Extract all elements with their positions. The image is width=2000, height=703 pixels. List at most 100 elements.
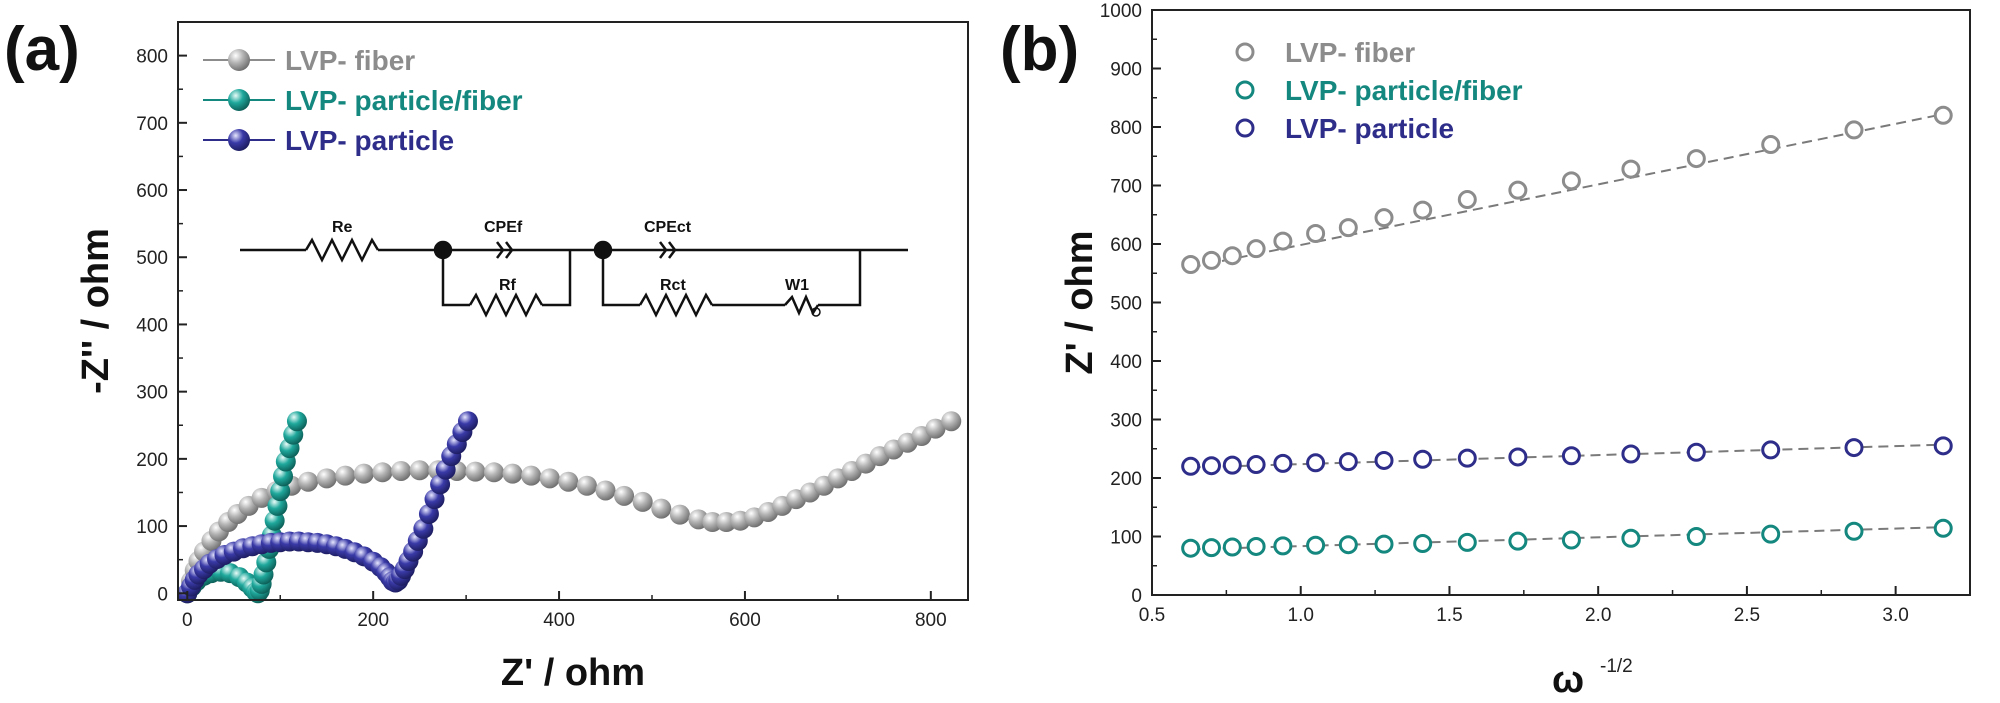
panel-b-data-point	[1222, 537, 1242, 557]
circuit-wire	[542, 250, 572, 307]
panel-b-plot-frame	[1151, 9, 1971, 596]
panel-b-data-point	[1413, 449, 1433, 469]
panel-b-data-point	[1933, 518, 1953, 538]
panel-b-y-tick-label: 400	[1110, 352, 1142, 373]
panel-b-series-fiber	[1181, 105, 1953, 274]
panel-a-data-point	[595, 480, 616, 501]
panel-a-y-tick-label: 200	[136, 450, 168, 471]
panel-b-legend-label: LVP- particle/fiber	[1285, 75, 1523, 106]
panel-a-y-tick-label: 700	[136, 114, 168, 135]
panel-b-data-point	[1222, 246, 1242, 266]
panel-a-data-point	[391, 460, 412, 481]
panel-b-data-point	[1374, 208, 1394, 228]
panel-b-legend-label: LVP- fiber	[1285, 37, 1415, 68]
circuit-wire	[441, 250, 470, 307]
panel-b-data-point	[1508, 531, 1528, 551]
panel-a-data-point	[702, 512, 723, 533]
panel-a-data-point	[502, 463, 523, 484]
panel-a-legend: LVP- fiber LVP- particle/fiber LVP- partic…	[203, 45, 523, 156]
panel-b-y-tick-label: 200	[1110, 469, 1142, 490]
panel-b-x-tick-label: 0.5	[1139, 605, 1165, 626]
panel-a-data-point	[632, 491, 653, 512]
panel-b-data-point	[1306, 535, 1326, 555]
panel-b-data-point	[1844, 521, 1864, 541]
panel-a-data-point	[465, 461, 486, 482]
circuit-wire	[601, 250, 640, 307]
panel-b-data-point	[1933, 436, 1953, 456]
panel-b-data-point	[1457, 532, 1477, 552]
panel-a-data-point	[270, 481, 291, 502]
panel-a-data-point	[576, 475, 597, 496]
panel-b-data-point	[1273, 536, 1293, 556]
panel-b-data-point	[1686, 442, 1706, 462]
circuit-label-cpect: CPEct	[644, 219, 692, 236]
panel-a-data-point	[614, 485, 635, 506]
circuit-label-w1: W1	[785, 277, 809, 294]
panel-b-data-point	[1561, 446, 1581, 466]
panel-b-x-axis-title-superscript: -1/2	[1600, 656, 1633, 677]
panel-a-legend-marker	[228, 49, 250, 71]
panel-b-series-particle_fiber	[1181, 518, 1953, 558]
circuit-label-rct: Rct	[660, 277, 686, 294]
panel-a-data-point	[651, 498, 672, 519]
panel-a-legend-label: LVP- fiber	[285, 45, 415, 76]
panel-b-data-point	[1181, 456, 1201, 476]
panel-a-label: (a)	[4, 15, 80, 84]
panel-b-data-point	[1338, 535, 1358, 555]
resistor-rct-symbol	[638, 292, 714, 318]
cpe-f-symbol	[505, 241, 514, 259]
panel-a-data-point	[264, 510, 285, 531]
panel-b-data-point	[1686, 527, 1706, 546]
panel-a-data-point	[484, 462, 504, 483]
panel-b-data-point	[1246, 536, 1266, 556]
panel-b-data-point	[1273, 453, 1293, 473]
panel-b-data-point	[1933, 105, 1953, 125]
panel-b-data-point	[1338, 452, 1358, 472]
panel-a-x-tick-label: 600	[729, 610, 761, 631]
panel-a-y-tick-label: 100	[136, 517, 168, 538]
panel-a-x-tick-label: 400	[543, 610, 575, 631]
panel-b-data-point	[1374, 450, 1394, 470]
panel-b-legend: LVP- fiber LVP- particle/fiber LVP- partic…	[1235, 37, 1523, 144]
panel-b-data-point	[1844, 438, 1864, 458]
panel-a-data-point	[273, 466, 294, 487]
panel-b-data-point	[1457, 448, 1477, 468]
panel-a-axes: 0 200 400 600 800 0 100 200 300 400 500 600 700 800 Z'…	[75, 21, 947, 694]
cpe-f-symbol	[496, 241, 505, 259]
cpe-ct-symbol	[659, 241, 668, 259]
panel-a-y-tick-label: 600	[136, 181, 168, 202]
panel-b-data-point	[1246, 455, 1266, 475]
panel-a-series-particle_fiber	[177, 411, 307, 604]
panel-a-y-tick-label: 0	[157, 584, 168, 605]
panel-b-data-point	[1374, 534, 1394, 554]
panel-a-y-tick-label: 300	[136, 383, 168, 404]
panel-b-data-point	[1561, 171, 1581, 191]
panel-b-data-point	[1338, 218, 1358, 238]
panel-b-x-tick-label: 2.0	[1585, 605, 1611, 626]
panel-b-data-marks	[1181, 105, 1953, 558]
panel-b-x-tick-label: 2.5	[1734, 605, 1760, 626]
cpe-ct-symbol	[668, 241, 677, 259]
panel-b-data-point	[1621, 159, 1641, 179]
panel-b-y-tick-label: 900	[1110, 60, 1142, 81]
equivalent-circuit-inset	[240, 237, 908, 318]
panel-b-axes: 0.5 1.0 1.5 2.0 2.5 3.0 0 100 200 300 400 500 600 700…	[1059, 1, 1909, 701]
panel-b-data-point	[1181, 254, 1201, 274]
panel-b-label: (b)	[1000, 15, 1079, 84]
panel-b-y-tick-label: 300	[1110, 411, 1142, 432]
panel-a-y-tick-label: 500	[136, 248, 168, 269]
panel-b-y-tick-label: 100	[1110, 528, 1142, 549]
panel-b-y-tick-label: 700	[1110, 177, 1142, 198]
circuit-label-re: Re	[332, 219, 353, 236]
panel-a-plot-frame	[177, 21, 969, 601]
panel-b-legend-label: LVP- particle	[1285, 113, 1454, 144]
panel-a-data-point	[925, 418, 946, 439]
panel-a-data-point	[267, 495, 288, 516]
panel-b-data-point	[1621, 528, 1641, 548]
panel-a-x-tick-label: 200	[357, 610, 389, 631]
panel-a-data-point	[353, 463, 374, 484]
panel-b-randles-plot: (b) 0.5 1.0 1.5 2.0 2.5 3.0 0 100 200 300 400 500 60…	[1000, 1, 1971, 701]
panel-a-x-tick-label: 800	[915, 610, 947, 631]
panel-a-data-point	[409, 460, 430, 481]
